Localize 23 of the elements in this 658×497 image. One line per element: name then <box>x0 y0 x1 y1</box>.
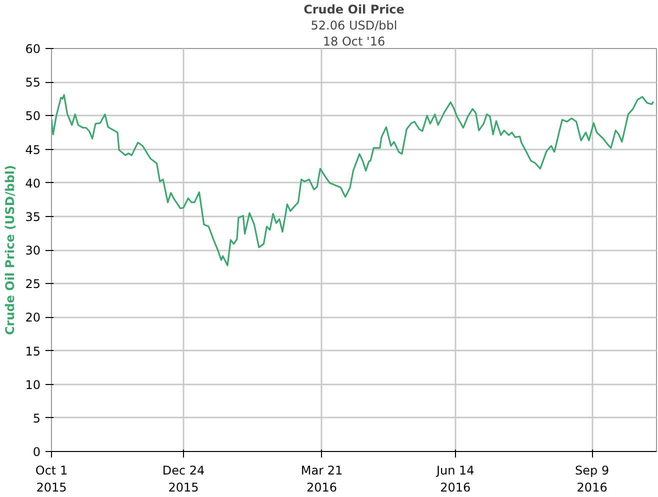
y-tick-label: 40 <box>25 176 41 190</box>
x-tick-label: Jun 14 2016 <box>435 464 474 494</box>
line-series <box>52 94 654 266</box>
y-tick-label: 55 <box>25 76 41 90</box>
y-tick-label: 0 <box>32 445 41 459</box>
x-tick-label: Oct 1 2015 <box>35 464 68 494</box>
y-tick-label: 10 <box>25 378 41 392</box>
text: 18 Oct '16 <box>322 34 386 48</box>
y-axis-title: Crude Oil Price (USD/bbl) <box>3 164 18 336</box>
y-tick-label: 5 <box>32 411 41 426</box>
y-tick-label: 20 <box>25 310 41 325</box>
chart-title: Crude Oil Price <box>304 2 404 16</box>
y-tick-label: 25 <box>25 277 41 292</box>
x-tick-label: Sep 9 2016 <box>575 464 610 494</box>
y-tick-label: 50 <box>25 109 41 124</box>
y-tick-label: 30 <box>25 244 41 258</box>
y-tick-label: 60 <box>25 42 41 56</box>
y-tick-label: 35 <box>25 210 41 224</box>
x-tick-label: Dec 24 2015 <box>162 464 205 494</box>
y-tick-label: 15 <box>25 344 41 358</box>
y-tick-label: 45 <box>25 142 41 157</box>
chart-subtitle: 52.06 USD/bbl <box>310 18 398 32</box>
x-tick-label: Mar 21 2016 <box>300 464 343 494</box>
